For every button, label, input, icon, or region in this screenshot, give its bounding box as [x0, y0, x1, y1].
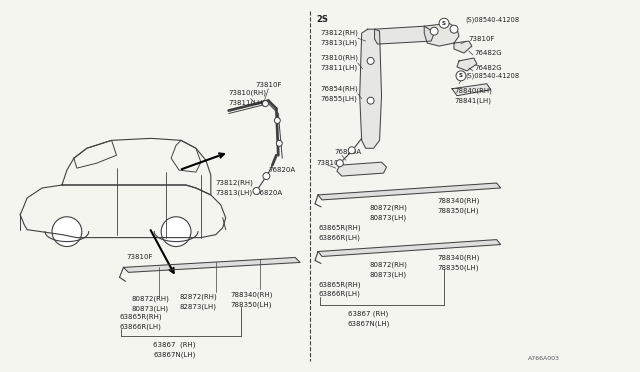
Text: (S)08540-41208: (S)08540-41208	[465, 73, 519, 79]
Polygon shape	[360, 29, 381, 148]
Text: 788340(RH): 788340(RH)	[437, 254, 479, 261]
Text: 63867N(LH): 63867N(LH)	[153, 352, 196, 358]
Text: 73810F: 73810F	[255, 82, 282, 88]
Text: 80872(RH): 80872(RH)	[131, 296, 170, 302]
Circle shape	[275, 118, 280, 124]
Polygon shape	[454, 41, 472, 53]
Text: 73810F: 73810F	[127, 254, 153, 260]
Text: 80873(LH): 80873(LH)	[370, 215, 407, 221]
Circle shape	[262, 101, 268, 107]
Text: 80873(LH): 80873(LH)	[370, 271, 407, 278]
Text: S: S	[459, 73, 463, 78]
Text: 73812(RH): 73812(RH)	[320, 30, 358, 36]
Text: 73810F: 73810F	[316, 160, 342, 166]
Text: S: S	[442, 21, 446, 26]
Text: 73811(LH): 73811(LH)	[320, 65, 357, 71]
Text: 78841(LH): 78841(LH)	[454, 97, 491, 104]
Text: A766A003: A766A003	[529, 356, 561, 361]
Circle shape	[276, 140, 282, 146]
Polygon shape	[337, 162, 387, 176]
Polygon shape	[374, 26, 434, 44]
Circle shape	[450, 25, 458, 33]
Text: 73812(RH): 73812(RH)	[216, 180, 253, 186]
Text: 76482G: 76482G	[475, 65, 502, 71]
Text: 63865R(RH): 63865R(RH)	[318, 224, 360, 231]
Text: 78840(RH): 78840(RH)	[454, 87, 492, 94]
Circle shape	[348, 147, 355, 154]
Circle shape	[337, 160, 343, 167]
Text: 76482G: 76482G	[475, 50, 502, 56]
Circle shape	[161, 217, 191, 247]
Text: 788340(RH): 788340(RH)	[230, 292, 273, 298]
Polygon shape	[318, 240, 500, 256]
Text: 73813(LH): 73813(LH)	[320, 40, 357, 46]
Text: 788350(LH): 788350(LH)	[437, 208, 479, 214]
Polygon shape	[124, 257, 300, 272]
Text: 788350(LH): 788350(LH)	[230, 302, 272, 308]
Text: 73810F: 73810F	[469, 36, 495, 42]
Circle shape	[430, 27, 438, 35]
Polygon shape	[457, 58, 477, 71]
Text: 82873(LH): 82873(LH)	[179, 304, 216, 310]
Text: 73811(LH): 73811(LH)	[228, 99, 266, 106]
Text: 80872(RH): 80872(RH)	[370, 261, 408, 268]
Text: 63867N(LH): 63867N(LH)	[348, 321, 390, 327]
Circle shape	[52, 217, 82, 247]
Polygon shape	[452, 84, 491, 96]
Circle shape	[253, 187, 260, 195]
Text: 76820A: 76820A	[335, 149, 362, 155]
Text: 788340(RH): 788340(RH)	[437, 198, 479, 204]
Circle shape	[263, 173, 270, 180]
Circle shape	[367, 57, 374, 64]
Text: 63867  (RH): 63867 (RH)	[153, 341, 196, 348]
Polygon shape	[318, 183, 500, 200]
Text: 63866R(LH): 63866R(LH)	[120, 324, 161, 330]
Text: 76820A: 76820A	[255, 190, 283, 196]
Text: 73810(RH): 73810(RH)	[320, 55, 358, 61]
Text: 76820A: 76820A	[268, 167, 296, 173]
Text: 63866R(LH): 63866R(LH)	[318, 234, 360, 241]
Text: 788350(LH): 788350(LH)	[437, 264, 479, 271]
Text: 76855(LH): 76855(LH)	[320, 95, 357, 102]
Text: 73813(LH): 73813(LH)	[216, 190, 253, 196]
Text: 63867 (RH): 63867 (RH)	[348, 311, 388, 317]
Text: 63865R(RH): 63865R(RH)	[120, 314, 162, 320]
Text: 63866R(LH): 63866R(LH)	[318, 291, 360, 298]
Text: 82872(RH): 82872(RH)	[179, 294, 217, 301]
Polygon shape	[424, 23, 459, 46]
Circle shape	[439, 18, 449, 28]
Text: 73810(RH): 73810(RH)	[228, 89, 267, 96]
Text: 76854(RH): 76854(RH)	[320, 86, 358, 92]
Text: 80873(LH): 80873(LH)	[131, 306, 168, 312]
Text: 2S: 2S	[316, 15, 328, 24]
Text: 80872(RH): 80872(RH)	[370, 205, 408, 211]
Circle shape	[367, 97, 374, 104]
Text: 63865R(RH): 63865R(RH)	[318, 281, 360, 288]
Text: (S)08540-41208: (S)08540-41208	[465, 16, 519, 22]
Circle shape	[456, 71, 466, 81]
